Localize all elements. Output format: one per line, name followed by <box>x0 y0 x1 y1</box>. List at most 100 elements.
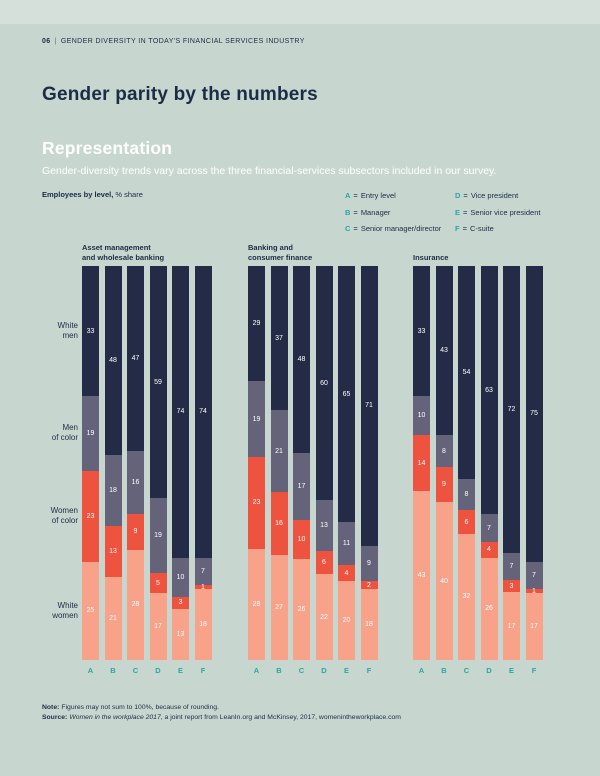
segment-value-label: 4 <box>344 569 349 577</box>
segment-value-label: 13 <box>176 630 185 638</box>
legend-item-entry-level: A = Entry level <box>345 191 441 200</box>
row-label-line: White <box>57 600 78 610</box>
bar-segment-white_men: 48 <box>104 266 122 456</box>
segment-value-label: 28 <box>252 600 261 608</box>
stacked-bar-C: 47 16 9 28 <box>127 266 144 660</box>
segment-value-label: 71 <box>365 402 373 410</box>
bar-segment-men_of_color: 9 <box>360 545 378 582</box>
bar-segment-white_men: 71 <box>360 266 378 546</box>
segment-value-label: 65 <box>342 390 351 398</box>
segment-value-label: 17 <box>530 623 538 630</box>
bar-segment-women_of_color: 4 <box>338 565 355 582</box>
legend-label: Manager <box>360 207 391 217</box>
bar-segment-men_of_color: 19 <box>248 381 265 458</box>
bar-segment-white_men: 72 <box>503 266 520 553</box>
legend-separator: = <box>353 207 358 217</box>
stacked-bar-E: 74 10 3 13 <box>172 266 189 660</box>
bar-letter-B: B <box>441 666 447 675</box>
bar-segment-white_men: 74 <box>194 266 212 558</box>
bar-letter-C: C <box>298 666 305 675</box>
stacked-bar-C: 54 8 6 32 <box>458 266 475 660</box>
legend-key: D <box>455 191 461 200</box>
bar-segment-white_women: 17 <box>149 593 167 660</box>
bar-segment-men_of_color: 8 <box>435 435 453 467</box>
bar-segment-white_women: 25 <box>82 561 99 660</box>
bar-letter-B: B <box>276 666 282 675</box>
header-divider: | <box>54 38 57 45</box>
segment-value-label: 18 <box>199 621 207 629</box>
bar-letter-B: B <box>110 666 116 675</box>
segment-value-label: 17 <box>297 482 306 490</box>
bar-segment-men_of_color: 10 <box>413 396 430 436</box>
bar-segment-men_of_color: 7 <box>503 552 520 581</box>
segment-value-label: 7 <box>201 567 205 575</box>
bar-segment-white_women: 40 <box>435 502 453 660</box>
segment-value-label: 25 <box>86 607 95 615</box>
chart-group-title: Asset management and wholesale banking <box>82 234 242 262</box>
bar-segment-women_of_color: 3 <box>172 596 189 609</box>
stacked-bar-B: 43 8 9 40 <box>435 266 453 660</box>
chart-group-title: Banking and consumer finance <box>248 234 408 262</box>
row-label-women-of-color: Women of color <box>28 506 78 526</box>
bar-segment-men_of_color: 16 <box>127 451 144 515</box>
segment-value-label: 8 <box>464 491 469 499</box>
bar-segment-women_of_color: 23 <box>248 457 265 549</box>
legend-label: Senior vice president <box>470 207 541 217</box>
segment-value-label: 40 <box>440 577 448 585</box>
stacked-bar-A: 29 19 23 28 <box>248 266 265 660</box>
bar-letter-D: D <box>155 666 161 675</box>
bar-segment-white_women: 27 <box>270 554 288 661</box>
bar-segment-women_of_color: 2 <box>360 581 378 590</box>
segment-value-label: 43 <box>417 571 426 579</box>
chart-axis-label-bold: Employees by level, <box>42 190 114 199</box>
segment-value-label: 4 <box>487 546 491 554</box>
legend-separator: = <box>353 224 358 233</box>
segment-value-label: 48 <box>109 357 117 365</box>
segment-value-label: 16 <box>275 519 283 527</box>
source-label: Source: <box>42 714 68 721</box>
stacked-bar-F: 74 7 1 18 <box>194 266 212 660</box>
bar-letter-F: F <box>200 666 206 675</box>
segment-value-label: 43 <box>440 347 448 355</box>
bar-segment-white_men: 33 <box>82 266 99 397</box>
segment-value-label: 63 <box>485 386 493 394</box>
bar-segment-white_women: 17 <box>503 592 520 660</box>
segment-value-label: 74 <box>176 408 185 416</box>
row-label-line: of color <box>51 516 78 526</box>
legend-key: B <box>345 207 351 217</box>
segment-value-label: 7 <box>487 524 491 532</box>
stacked-bar-B: 37 21 16 27 <box>270 266 288 661</box>
stacked-bar-A: 33 10 14 43 <box>413 266 430 660</box>
bar-letters-row: A B C D E F <box>413 666 543 675</box>
stacked-bar-C: 48 17 10 26 <box>293 266 310 660</box>
legend-separator: = <box>462 224 467 233</box>
bar-segment-white_men: 54 <box>458 266 475 479</box>
row-label-line: women <box>52 610 78 620</box>
legend-key: E <box>455 207 461 217</box>
row-label-white-men: White men <box>28 321 78 341</box>
bar-segment-white_women: 43 <box>413 490 430 660</box>
bar-segment-white_men: 60 <box>315 266 333 501</box>
legend-column-2: D = Vice president E = Senior vice president… <box>455 191 540 241</box>
segment-value-label: 75 <box>530 410 538 418</box>
chart-group-title-line: Banking and <box>248 243 294 252</box>
segment-value-label: 5 <box>156 579 160 587</box>
legend-column-1: A = Entry level B = Manager C = Senior manager… <box>345 191 441 241</box>
segment-value-label: 19 <box>154 532 162 540</box>
segment-value-label: 9 <box>367 559 371 567</box>
bar-segment-white_women: 28 <box>127 549 144 660</box>
legend-key: C <box>345 224 351 233</box>
bar-segment-white_men: 43 <box>435 266 453 436</box>
segment-value-label: 72 <box>507 405 516 413</box>
segment-value-label: 29 <box>252 320 261 328</box>
segment-value-label: 10 <box>417 412 426 420</box>
bar-segment-white_men: 37 <box>270 266 288 411</box>
source-rest: , a joint report from LeanIn.org and McK… <box>160 714 401 721</box>
bar-letter-C: C <box>463 666 470 675</box>
segment-value-label: 1 <box>201 583 205 591</box>
stacked-bar-A: 33 19 23 25 <box>82 266 99 660</box>
segment-value-label: 60 <box>320 379 328 387</box>
chart-group-title-line: Insurance <box>413 252 449 262</box>
segment-value-label: 3 <box>178 599 183 607</box>
header-title: GENDER DIVERSITY IN TODAY'S FINANCIAL SE… <box>60 38 305 45</box>
